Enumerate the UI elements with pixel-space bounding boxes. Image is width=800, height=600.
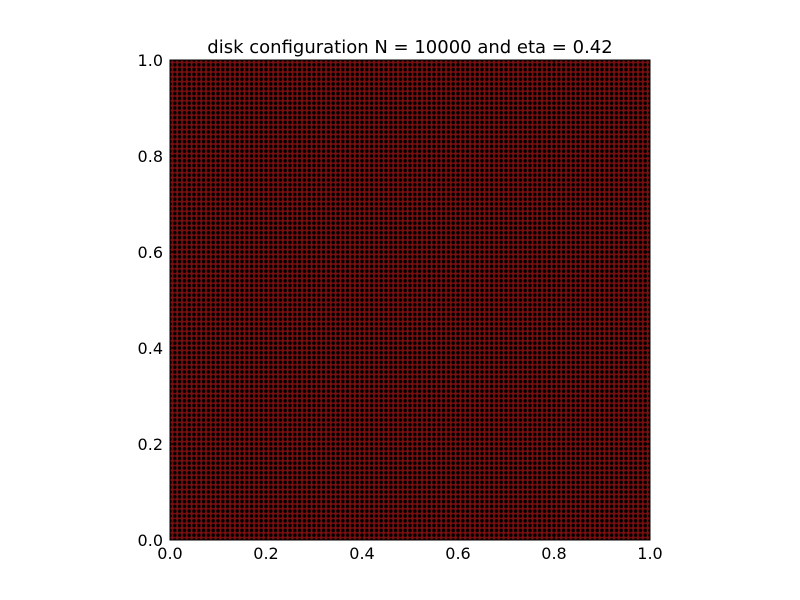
plot-area [170,60,650,540]
y-tick-label: 0.2 [138,435,163,454]
x-tick-label: 0.2 [253,544,278,563]
chart-title: disk configuration N = 10000 and eta = 0… [207,37,612,58]
y-tick-label: 0.0 [138,531,163,550]
x-tick-label: 0.8 [541,544,566,563]
y-tick-label: 0.4 [138,339,163,358]
x-tick-label: 0.4 [349,544,374,563]
y-tick-label: 0.8 [138,147,163,166]
y-tick-label: 1.0 [138,51,163,70]
x-tick-label: 0.6 [445,544,470,563]
y-tick-label: 0.6 [138,243,163,262]
x-tick-label: 1.0 [637,544,662,563]
disk-lattice [170,60,650,540]
